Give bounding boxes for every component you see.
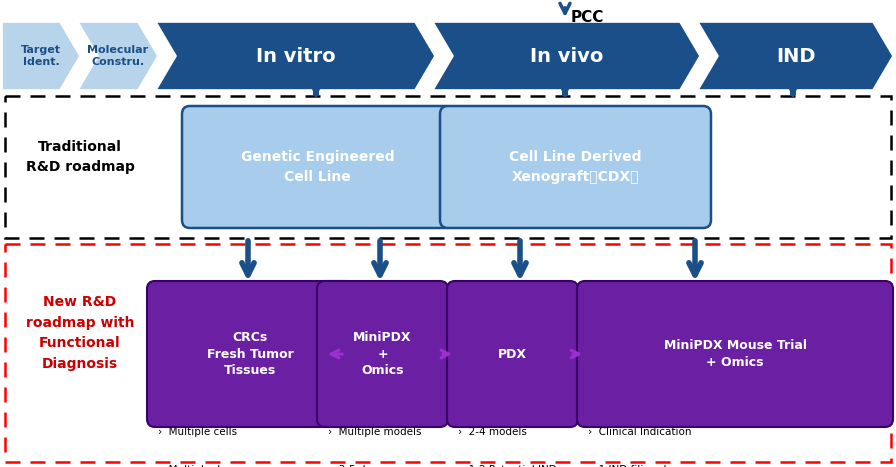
Text: ›  1-2 Potential IND
    filing drugs: › 1-2 Potential IND filing drugs: [458, 465, 556, 467]
Polygon shape: [433, 22, 700, 90]
FancyBboxPatch shape: [447, 281, 578, 427]
Text: IND: IND: [776, 47, 815, 65]
Text: PDX: PDX: [498, 347, 527, 361]
FancyBboxPatch shape: [147, 281, 353, 427]
FancyBboxPatch shape: [440, 106, 711, 228]
Text: MiniPDX Mouse Trial
+ Omics: MiniPDX Mouse Trial + Omics: [664, 339, 806, 369]
Text: Target
Ident.: Target Ident.: [21, 45, 61, 67]
FancyBboxPatch shape: [577, 281, 893, 427]
Text: Cell Line Derived
Xenograft（CDX）: Cell Line Derived Xenograft（CDX）: [509, 150, 642, 184]
Bar: [5, 244, 891, 462]
Text: Traditional
R&D roadmap: Traditional R&D roadmap: [26, 140, 134, 174]
Polygon shape: [156, 22, 435, 90]
Text: ›  Multiple drug
    candidates: › Multiple drug candidates: [158, 465, 237, 467]
Polygon shape: [698, 22, 893, 90]
Polygon shape: [2, 22, 80, 90]
Text: ›  Multiple models: › Multiple models: [328, 427, 421, 437]
FancyBboxPatch shape: [317, 281, 448, 427]
Text: ›  Clinical Indication: › Clinical Indication: [588, 427, 692, 437]
Text: New R&D
roadmap with
Functional
Diagnosis: New R&D roadmap with Functional Diagnosi…: [26, 295, 134, 371]
Polygon shape: [78, 22, 158, 90]
Text: MiniPDX
+
Omics: MiniPDX + Omics: [353, 331, 412, 377]
Text: ›  3-5 drug
    candidates: › 3-5 drug candidates: [328, 465, 399, 467]
Text: CRCs
Fresh Tumor
Tissues: CRCs Fresh Tumor Tissues: [207, 331, 293, 377]
Text: ›  2-4 models: › 2-4 models: [458, 427, 527, 437]
Text: ›  Multiple cells: › Multiple cells: [158, 427, 237, 437]
Bar: [5, 96, 891, 238]
Text: ›  1 IND filing drug: › 1 IND filing drug: [588, 465, 684, 467]
Text: In vitro: In vitro: [255, 47, 335, 65]
Text: Genetic Engineered
Cell Line: Genetic Engineered Cell Line: [241, 150, 394, 184]
Text: Molecular
Constru.: Molecular Constru.: [88, 45, 149, 67]
Text: In vivo: In vivo: [530, 47, 603, 65]
FancyBboxPatch shape: [182, 106, 453, 228]
Text: PCC: PCC: [571, 10, 605, 25]
